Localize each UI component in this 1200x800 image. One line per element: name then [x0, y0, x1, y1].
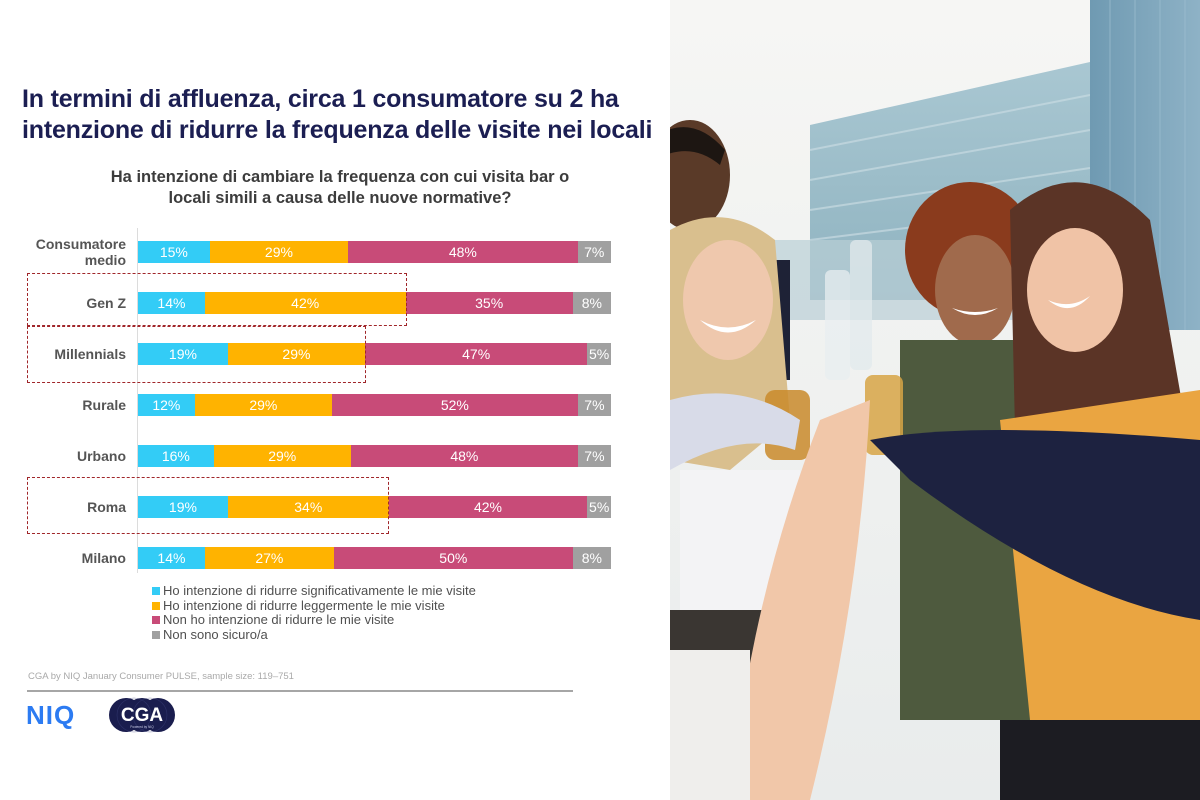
stacked-bar: 12% 29% 52% 7%: [138, 394, 611, 416]
stacked-bar: 16% 29% 48% 7%: [138, 445, 611, 467]
bar-segment-not-reduce: 48%: [350, 445, 578, 467]
bar-row-gen-z: Gen Z 14% 42% 35% 8%: [0, 292, 620, 314]
bar-segment-not-reduce: 35%: [405, 292, 573, 314]
legend-item-slightly: Ho intenzione di ridurre leggermente le …: [152, 598, 476, 614]
bar-segment-significantly: 19%: [138, 496, 228, 518]
stacked-bar: 14% 42% 35% 8%: [138, 292, 611, 314]
chart-title: Ha intenzione di cambiare la frequenza c…: [70, 167, 610, 209]
bar-segment-significantly: 14%: [138, 547, 205, 569]
chart-title-line-2: locali simili a causa delle nuove normat…: [168, 189, 512, 207]
hero-photo: [670, 0, 1200, 800]
legend-swatch-icon: [152, 616, 160, 625]
bar-segment-significantly: 19%: [138, 343, 228, 365]
legend-item-not-reduce: Non ho intenzione di ridurre le mie visi…: [152, 612, 476, 628]
chart-legend: Ho intenzione di ridurre significativame…: [152, 583, 476, 643]
bar-row-milano: Milano 14% 27% 50% 8%: [0, 547, 620, 569]
bar-segment-not-sure: 5%: [587, 496, 611, 518]
bar-segment-not-reduce: 52%: [331, 394, 578, 416]
bar-row-urbano: Urbano 16% 29% 48% 7%: [0, 445, 620, 467]
bar-segment-not-sure: 5%: [587, 343, 611, 365]
footer-divider: [27, 690, 573, 692]
legend-item-significantly: Ho intenzione di ridurre significativame…: [152, 583, 476, 599]
bar-segment-significantly: 12%: [138, 394, 195, 416]
bar-label: Rurale: [82, 397, 126, 413]
legend-item-not-sure: Non sono sicuro/a: [152, 627, 476, 643]
bar-row-millennials: Millennials 19% 29% 47% 5%: [0, 343, 620, 365]
category-axis-line: [137, 228, 138, 573]
stacked-bar: 14% 27% 50% 8%: [138, 547, 611, 569]
chart-title-line-1: Ha intenzione di cambiare la frequenza c…: [110, 168, 570, 186]
niq-logo: NIQ: [26, 700, 76, 730]
bar-segment-slightly: 29%: [213, 445, 351, 467]
bar-row-rurale: Rurale 12% 29% 52% 7%: [0, 394, 620, 416]
bar-segment-significantly: 16%: [138, 445, 214, 467]
legend-swatch-icon: [152, 601, 160, 610]
bar-segment-not-sure: 7%: [577, 445, 611, 467]
bar-row-consumatore-medio: Consumatore medio 15% 29% 48% 7%: [0, 236, 620, 268]
bar-segment-not-reduce: 48%: [348, 241, 578, 263]
slide-panel: In termini di affluenza, circa 1 consuma…: [0, 84, 672, 733]
cga-logo-icon: CGA Powered by NIQ: [109, 697, 175, 733]
bar-label: Roma: [87, 499, 126, 515]
bar-segment-not-sure: 7%: [577, 241, 611, 263]
stacked-bar: 15% 29% 48% 7%: [138, 241, 611, 263]
bar-label: Milano: [81, 550, 126, 566]
page-title-line-1: In termini di affluenza, circa 1 consuma…: [22, 85, 619, 113]
bar-label: Urbano: [77, 448, 126, 464]
page-title-line-2: intenzione di ridurre la frequenza delle…: [22, 116, 653, 144]
bar-row-roma: Roma 19% 34% 42% 5%: [0, 496, 620, 518]
bar-segment-not-reduce: 42%: [388, 496, 588, 518]
bar-segment-slightly: 29%: [227, 343, 366, 365]
bar-segment-slightly: 29%: [194, 394, 332, 416]
stacked-bar: 19% 34% 42% 5%: [138, 496, 611, 518]
bar-label: Gen Z: [86, 295, 126, 311]
page-title: In termini di affluenza, circa 1 consuma…: [22, 84, 672, 146]
legend-swatch-icon: [152, 630, 160, 639]
source-note: CGA by NIQ January Consumer PULSE, sampl…: [28, 671, 294, 682]
people-toasting-photo-icon: [670, 0, 1200, 800]
cga-logo: CGA Powered by NIQ: [108, 697, 176, 733]
bar-segment-slightly: 34%: [227, 496, 389, 518]
bar-segment-not-sure: 8%: [572, 292, 611, 314]
bar-segment-not-reduce: 50%: [333, 547, 573, 569]
bar-segment-not-sure: 7%: [577, 394, 611, 416]
bar-segment-not-reduce: 47%: [365, 343, 588, 365]
bar-label: Consumatore medio: [35, 236, 126, 268]
legend-swatch-icon: [152, 587, 160, 596]
svg-text:Powered by NIQ: Powered by NIQ: [130, 725, 154, 729]
bar-label: Millennials: [54, 346, 126, 362]
bar-segment-significantly: 15%: [138, 241, 210, 263]
bar-segment-significantly: 14%: [138, 292, 205, 314]
bar-segment-slightly: 27%: [204, 547, 334, 569]
bar-segment-slightly: 42%: [204, 292, 406, 314]
bar-segment-slightly: 29%: [209, 241, 349, 263]
svg-text:CGA: CGA: [121, 705, 164, 726]
stacked-bar: 19% 29% 47% 5%: [138, 343, 611, 365]
bar-segment-not-sure: 8%: [572, 547, 611, 569]
